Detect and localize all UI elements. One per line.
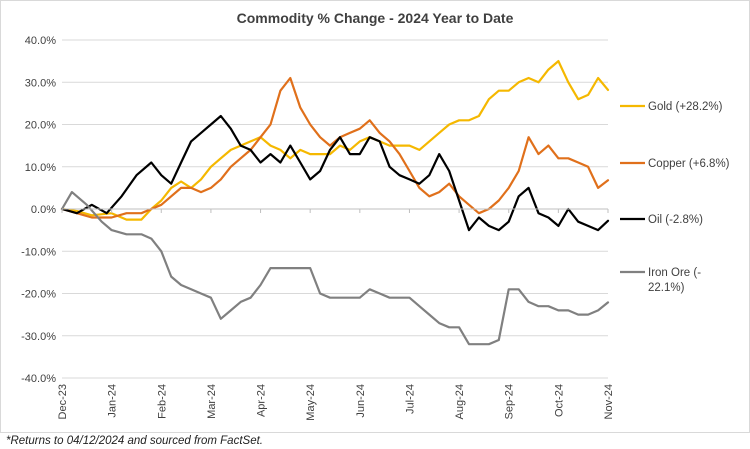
- x-tick-label: May-24: [305, 384, 317, 421]
- y-tick-label: -40.0%: [21, 373, 56, 385]
- y-tick-label: -20.0%: [21, 289, 56, 301]
- y-tick-label: 20.0%: [25, 120, 56, 132]
- x-tick-label: Sep-24: [504, 384, 516, 419]
- series-line-copper: [60, 76, 610, 219]
- y-tick-label: -10.0%: [21, 246, 56, 258]
- x-tick-label: Oct-24: [553, 384, 565, 417]
- x-tick-label: Aug-24: [454, 384, 466, 419]
- legend-label: 22.1%): [648, 282, 685, 294]
- x-tick-label: Dec-23: [57, 384, 69, 419]
- legend-item-iron: Iron Ore (- 22.1%): [620, 267, 701, 294]
- series-line-gold: [60, 60, 610, 221]
- legend-item-gold: Gold (+28.2%): [620, 101, 723, 113]
- legend-label: Oil (-2.8%): [648, 214, 703, 226]
- legend-label: Copper (+6.8%): [648, 158, 730, 170]
- x-tick-label: Jul-24: [404, 384, 416, 414]
- legend-label: Gold (+28.2%): [648, 101, 723, 113]
- x-tick-label: Mar-24: [206, 384, 218, 419]
- y-tick-label: 0.0%: [31, 204, 56, 216]
- legend-item-copper: Copper (+6.8%): [620, 158, 730, 170]
- y-tick-label: 10.0%: [25, 162, 56, 174]
- series-line-oil: [60, 114, 610, 232]
- series-line-iron: [60, 191, 610, 346]
- x-tick-label: Nov-24: [603, 384, 615, 419]
- x-tick-label: Feb-24: [156, 384, 168, 419]
- y-tick-label: 40.0%: [25, 35, 56, 47]
- x-tick-label: Apr-24: [256, 384, 268, 417]
- legend-item-oil: Oil (-2.8%): [620, 214, 703, 226]
- legend-label: Iron Ore (-: [648, 267, 701, 279]
- y-tick-label: -30.0%: [21, 331, 56, 343]
- footnote: *Returns to 04/12/2024 and sourced from …: [6, 435, 263, 447]
- x-tick-label: Jun-24: [355, 384, 367, 418]
- x-tick-label: Jan-24: [107, 384, 119, 418]
- y-tick-label: 30.0%: [25, 77, 56, 89]
- chart-title: Commodity % Change - 2024 Year to Date: [237, 10, 514, 26]
